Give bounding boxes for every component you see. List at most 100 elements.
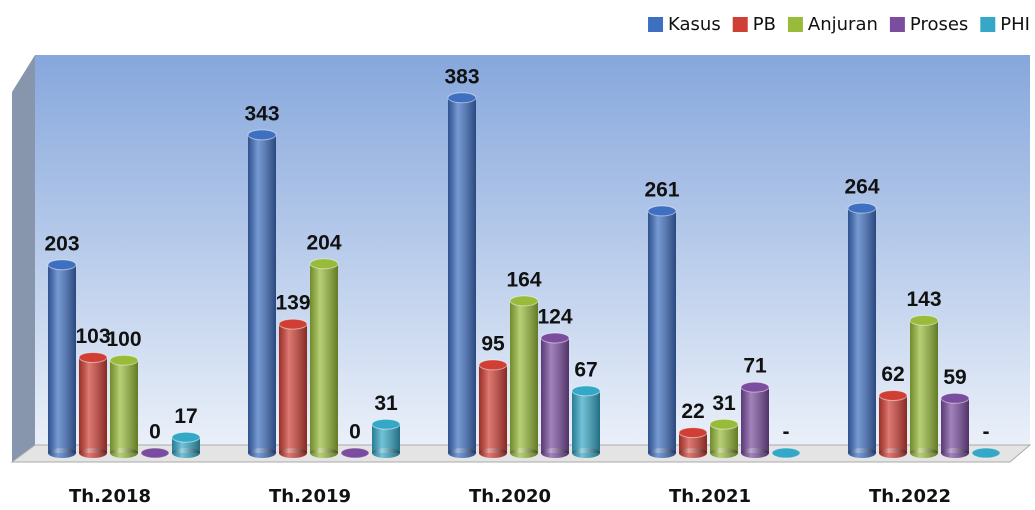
data-label: 59 [943, 366, 966, 389]
bar-base-shade [479, 448, 507, 458]
legend: Kasus PB Anjuran Proses PHI [648, 14, 1030, 35]
bar-base-shade [279, 448, 307, 458]
data-label: 17 [174, 405, 197, 428]
legend-label: Kasus [668, 14, 721, 35]
bar-base-shade [110, 448, 138, 458]
bar-top [247, 129, 277, 141]
x-tick-label: Th.2018 [69, 486, 151, 507]
bar-base-shade [572, 448, 600, 458]
legend-swatch [787, 17, 803, 32]
bar-base-shade [741, 448, 769, 458]
bar-top [971, 447, 1001, 459]
data-label: 343 [244, 102, 279, 125]
bar-shading [572, 390, 600, 453]
bar-shading [310, 263, 338, 453]
bar-top [709, 418, 739, 430]
bar-base-shade [79, 448, 107, 458]
data-label: 22 [681, 400, 704, 423]
data-label: 204 [306, 231, 341, 254]
bar-top [47, 259, 77, 271]
bar-top [309, 258, 339, 270]
bar-top [740, 381, 770, 393]
bar-base-shade [541, 448, 569, 458]
data-label: 31 [374, 392, 398, 415]
data-label: 383 [444, 65, 479, 88]
legend-label: Proses [910, 14, 968, 35]
bar-shading [479, 364, 507, 453]
data-label: 71 [743, 355, 767, 378]
legend-swatch [889, 17, 905, 32]
bar-shading [541, 337, 569, 453]
data-label: - [983, 421, 990, 444]
bar-top [340, 447, 370, 459]
bar-shading [279, 324, 307, 453]
legend-label: PB [753, 14, 776, 35]
bar-top [478, 359, 508, 371]
bar-top [909, 314, 939, 326]
bar-shading [110, 360, 138, 453]
x-tick-label: Th.2021 [669, 486, 751, 507]
bar-base-shade [941, 448, 969, 458]
legend-swatch [648, 17, 664, 32]
data-label: 95 [481, 332, 505, 355]
bar-base-shade [48, 448, 76, 458]
data-label: 261 [644, 178, 679, 201]
bar-base-shade [310, 448, 338, 458]
bar-top [140, 447, 170, 459]
bar-shading [48, 264, 76, 453]
legend-label: PHI [1000, 14, 1030, 35]
data-label: 31 [712, 392, 736, 415]
bar-base-shade [372, 448, 400, 458]
bar-top [678, 427, 708, 439]
x-tick-label: Th.2020 [469, 486, 551, 507]
x-tick-label: Th.2022 [869, 486, 951, 507]
data-label: 103 [75, 325, 110, 348]
bar-shading [448, 97, 476, 453]
bar-base-shade [679, 448, 707, 458]
legend-swatch [980, 17, 996, 32]
bar-shading [648, 210, 676, 453]
bar-top [78, 351, 108, 363]
bar-base-shade [648, 448, 676, 458]
bar-shading [879, 395, 907, 453]
bar-shading [248, 134, 276, 453]
bar-top [771, 447, 801, 459]
bar-shading [79, 357, 107, 453]
data-label: 203 [44, 232, 79, 255]
bar-top [109, 354, 139, 366]
bar-base-shade [248, 448, 276, 458]
x-tick-label: Th.2019 [269, 486, 351, 507]
bar-top [647, 205, 677, 217]
bar-top [847, 202, 877, 214]
data-label: 264 [844, 176, 879, 199]
data-label: 139 [275, 292, 310, 315]
bar-top [571, 385, 601, 397]
bar-top [878, 389, 908, 401]
bar-base-shade [510, 448, 538, 458]
data-label: 124 [537, 306, 572, 329]
data-label: 62 [881, 363, 904, 386]
bar-shading [848, 208, 876, 453]
bar-base-shade [448, 448, 476, 458]
bar-top [509, 295, 539, 307]
bar-shading [741, 387, 769, 453]
data-label: 164 [506, 268, 541, 291]
bar-top [171, 431, 201, 443]
side-wall [12, 55, 35, 462]
bar-base-shade [848, 448, 876, 458]
bar-top [540, 332, 570, 344]
data-label: 0 [349, 421, 361, 444]
legend-swatch [732, 17, 748, 32]
data-label: - [783, 421, 790, 444]
data-label: 0 [149, 421, 161, 444]
bar-base-shade [910, 448, 938, 458]
data-label: 143 [906, 288, 941, 311]
bar-shading [910, 320, 938, 453]
legend-label: Anjuran [808, 14, 878, 35]
bar-top [940, 392, 970, 404]
bar-shading [679, 432, 707, 453]
bar-base-shade [172, 448, 200, 458]
bar-top [278, 318, 308, 330]
data-label: 67 [574, 358, 597, 381]
